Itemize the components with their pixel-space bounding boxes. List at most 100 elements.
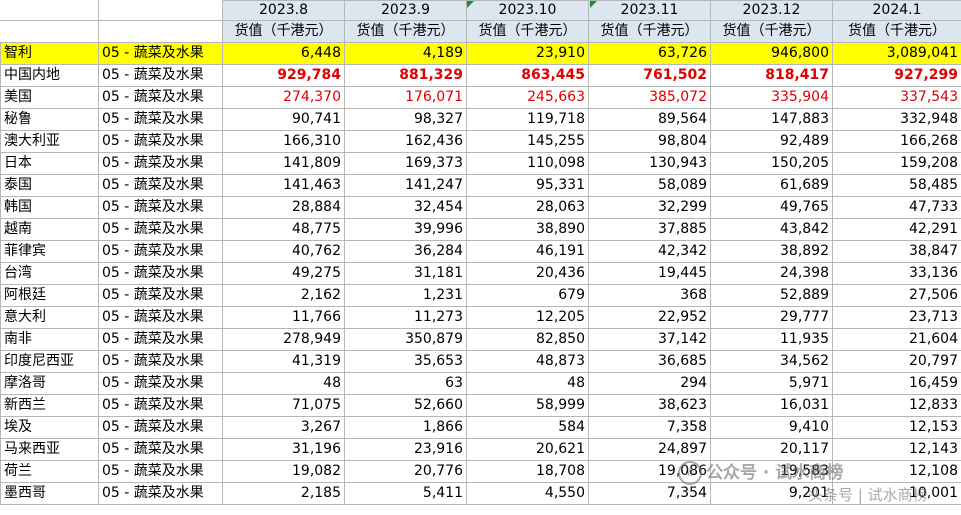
value-cell[interactable]: 32,454 — [344, 196, 467, 219]
value-cell[interactable]: 92,489 — [710, 130, 833, 153]
unit-header-cell[interactable]: 货值（千港元） — [466, 20, 589, 43]
value-cell[interactable]: 42,342 — [588, 240, 711, 263]
category-cell[interactable]: 05 - 蔬菜及水果 — [98, 218, 223, 241]
value-cell[interactable]: 3,267 — [222, 416, 345, 439]
value-cell[interactable]: 16,459 — [832, 372, 961, 395]
value-cell[interactable]: 29,777 — [710, 306, 833, 329]
value-cell[interactable]: 5,971 — [710, 372, 833, 395]
value-cell[interactable]: 82,850 — [466, 328, 589, 351]
value-cell[interactable]: 40,762 — [222, 240, 345, 263]
value-cell[interactable]: 98,327 — [344, 108, 467, 131]
category-cell[interactable]: 05 - 蔬菜及水果 — [98, 64, 223, 87]
value-cell[interactable]: 818,417 — [710, 64, 833, 87]
value-cell[interactable]: 11,766 — [222, 306, 345, 329]
value-cell[interactable]: 63,726 — [588, 42, 711, 65]
value-cell[interactable]: 33,136 — [832, 262, 961, 285]
value-cell[interactable]: 12,833 — [832, 394, 961, 417]
category-cell[interactable]: 05 - 蔬菜及水果 — [98, 372, 223, 395]
value-cell[interactable]: 2,162 — [222, 284, 345, 307]
value-cell[interactable]: 1,866 — [344, 416, 467, 439]
value-cell[interactable]: 6,448 — [222, 42, 345, 65]
value-cell[interactable]: 22,952 — [588, 306, 711, 329]
empty-header-cell[interactable] — [98, 20, 223, 43]
value-cell[interactable]: 23,910 — [466, 42, 589, 65]
value-cell[interactable]: 19,086 — [588, 460, 711, 483]
value-cell[interactable]: 38,892 — [710, 240, 833, 263]
category-cell[interactable]: 05 - 蔬菜及水果 — [98, 196, 223, 219]
value-cell[interactable]: 368 — [588, 284, 711, 307]
value-cell[interactable]: 21,604 — [832, 328, 961, 351]
value-cell[interactable]: 141,463 — [222, 174, 345, 197]
value-cell[interactable]: 278,949 — [222, 328, 345, 351]
value-cell[interactable]: 274,370 — [222, 86, 345, 109]
value-cell[interactable]: 48 — [222, 372, 345, 395]
month-header-cell[interactable]: 2023.8 — [222, 0, 345, 21]
value-cell[interactable]: 2,185 — [222, 482, 345, 505]
country-cell[interactable]: 阿根廷 — [0, 284, 99, 307]
value-cell[interactable]: 34,562 — [710, 350, 833, 373]
category-cell[interactable]: 05 - 蔬菜及水果 — [98, 174, 223, 197]
country-cell[interactable]: 秘鲁 — [0, 108, 99, 131]
category-cell[interactable]: 05 - 蔬菜及水果 — [98, 152, 223, 175]
unit-header-cell[interactable]: 货值（千港元） — [222, 20, 345, 43]
country-cell[interactable]: 印度尼西亚 — [0, 350, 99, 373]
country-cell[interactable]: 泰国 — [0, 174, 99, 197]
country-cell[interactable]: 中国内地 — [0, 64, 99, 87]
value-cell[interactable]: 24,398 — [710, 262, 833, 285]
value-cell[interactable]: 39,996 — [344, 218, 467, 241]
value-cell[interactable]: 37,885 — [588, 218, 711, 241]
value-cell[interactable]: 95,331 — [466, 174, 589, 197]
value-cell[interactable]: 58,999 — [466, 394, 589, 417]
unit-header-cell[interactable]: 货值（千港元） — [588, 20, 711, 43]
value-cell[interactable]: 162,436 — [344, 130, 467, 153]
country-cell[interactable]: 南非 — [0, 328, 99, 351]
value-cell[interactable]: 12,205 — [466, 306, 589, 329]
unit-header-cell[interactable]: 货值（千港元） — [344, 20, 467, 43]
empty-header-cell[interactable] — [98, 0, 223, 21]
value-cell[interactable]: 31,181 — [344, 262, 467, 285]
value-cell[interactable]: 337,543 — [832, 86, 961, 109]
value-cell[interactable]: 176,071 — [344, 86, 467, 109]
country-cell[interactable]: 日本 — [0, 152, 99, 175]
category-cell[interactable]: 05 - 蔬菜及水果 — [98, 460, 223, 483]
category-cell[interactable]: 05 - 蔬菜及水果 — [98, 240, 223, 263]
category-cell[interactable]: 05 - 蔬菜及水果 — [98, 394, 223, 417]
value-cell[interactable]: 23,713 — [832, 306, 961, 329]
category-cell[interactable]: 05 - 蔬菜及水果 — [98, 306, 223, 329]
value-cell[interactable]: 145,255 — [466, 130, 589, 153]
value-cell[interactable]: 63 — [344, 372, 467, 395]
value-cell[interactable]: 90,741 — [222, 108, 345, 131]
value-cell[interactable]: 98,804 — [588, 130, 711, 153]
value-cell[interactable]: 3,089,041 — [832, 42, 961, 65]
value-cell[interactable]: 47,733 — [832, 196, 961, 219]
value-cell[interactable]: 150,205 — [710, 152, 833, 175]
country-cell[interactable]: 马来西亚 — [0, 438, 99, 461]
value-cell[interactable]: 41,319 — [222, 350, 345, 373]
category-cell[interactable]: 05 - 蔬菜及水果 — [98, 284, 223, 307]
value-cell[interactable]: 4,550 — [466, 482, 589, 505]
value-cell[interactable]: 35,653 — [344, 350, 467, 373]
value-cell[interactable]: 584 — [466, 416, 589, 439]
value-cell[interactable]: 19,583 — [710, 460, 833, 483]
country-cell[interactable]: 摩洛哥 — [0, 372, 99, 395]
category-cell[interactable]: 05 - 蔬菜及水果 — [98, 130, 223, 153]
value-cell[interactable]: 350,879 — [344, 328, 467, 351]
value-cell[interactable]: 10,001 — [832, 482, 961, 505]
value-cell[interactable]: 159,208 — [832, 152, 961, 175]
value-cell[interactable]: 20,117 — [710, 438, 833, 461]
value-cell[interactable]: 20,621 — [466, 438, 589, 461]
country-cell[interactable]: 澳大利亚 — [0, 130, 99, 153]
value-cell[interactable]: 12,143 — [832, 438, 961, 461]
value-cell[interactable]: 71,075 — [222, 394, 345, 417]
country-cell[interactable]: 越南 — [0, 218, 99, 241]
value-cell[interactable]: 166,268 — [832, 130, 961, 153]
value-cell[interactable]: 20,436 — [466, 262, 589, 285]
month-header-cell[interactable]: 2024.1 — [832, 0, 961, 21]
category-cell[interactable]: 05 - 蔬菜及水果 — [98, 482, 223, 505]
value-cell[interactable]: 335,904 — [710, 86, 833, 109]
value-cell[interactable]: 147,883 — [710, 108, 833, 131]
value-cell[interactable]: 32,299 — [588, 196, 711, 219]
value-cell[interactable]: 48,873 — [466, 350, 589, 373]
value-cell[interactable]: 38,847 — [832, 240, 961, 263]
value-cell[interactable]: 48 — [466, 372, 589, 395]
